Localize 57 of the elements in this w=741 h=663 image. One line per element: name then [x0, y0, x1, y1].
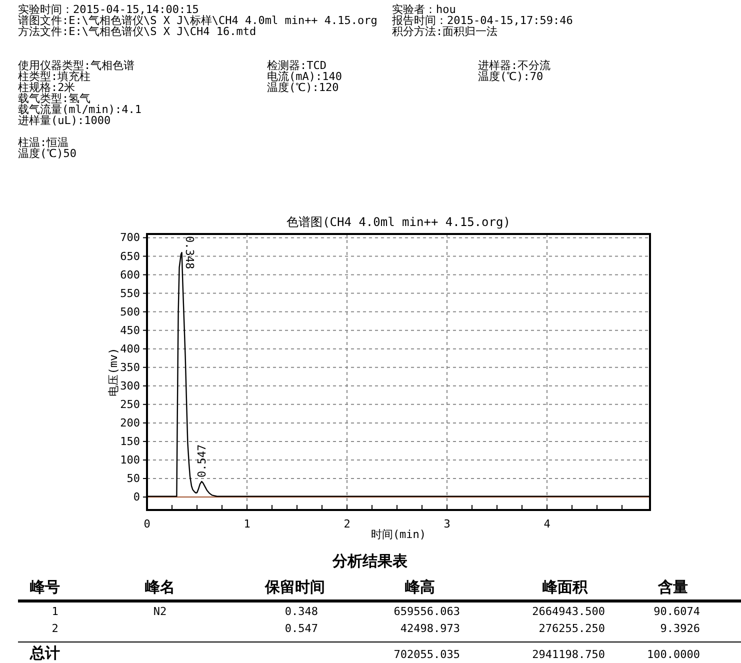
y-tick-label: 600: [120, 268, 140, 282]
y-tick-label: 50: [126, 472, 140, 486]
chart-title: 色谱图(CH4 4.0ml min++ 4.15.org): [286, 215, 510, 229]
y-tick-label: 500: [120, 305, 140, 318]
annotation: 0.348: [182, 236, 196, 270]
text: 方法文件:E:\气相色谱仪\S X J\CH4 16.mtd: [18, 25, 256, 38]
text: 温度(℃):70: [478, 70, 544, 84]
text: 659556.063: [394, 605, 460, 618]
x-tick-label: 1: [244, 517, 250, 530]
text: 柱类型:填充柱: [18, 70, 91, 84]
y-tick-label: 250: [120, 398, 140, 411]
text: 峰号: [30, 578, 60, 596]
text: 含量: [657, 578, 688, 596]
text: 100.0000: [647, 648, 700, 661]
y-tick-label: 100: [120, 454, 140, 467]
text: 温度(℃):120: [267, 81, 339, 94]
x-tick-label: 4: [544, 517, 551, 530]
text: 保留时间: [264, 578, 325, 596]
y-tick-label: 300: [120, 379, 140, 392]
y-tick-label: 150: [120, 434, 140, 448]
y-tick-label: 400: [120, 342, 140, 356]
x-tick-label: 0: [144, 517, 150, 530]
y-tick-label: 550: [120, 286, 140, 300]
text: 9.3926: [660, 622, 700, 635]
text: 进样量(uL):1000: [18, 114, 111, 128]
y-tick-label: 0: [133, 490, 140, 504]
text: 2941198.750: [532, 648, 605, 661]
y-tick-label: 350: [120, 360, 140, 374]
text: 总计: [29, 644, 60, 662]
x-axis-title: 时间(min): [370, 528, 426, 541]
y-tick-label: 450: [120, 324, 140, 337]
y-tick-label: 650: [120, 250, 140, 263]
text: 峰面积: [542, 578, 588, 596]
x-tick-label: 3: [444, 517, 450, 530]
text: 0.547: [284, 622, 318, 635]
text: 载气流量(ml/min):4.1: [18, 103, 142, 116]
y-axis-title: 电压(mv): [107, 348, 120, 396]
text: 702055.035: [394, 648, 460, 661]
y-tick-label: 700: [120, 231, 140, 244]
text: 1: [52, 605, 58, 618]
x-tick-label: 2: [344, 517, 350, 530]
text: 温度(℃)50: [18, 147, 76, 160]
text: 分析结果表: [332, 552, 408, 570]
y-tick-label: 200: [120, 416, 140, 430]
text: 90.6074: [654, 605, 700, 618]
text: 2: [52, 622, 58, 635]
text: 积分方法:面积归一法: [392, 25, 498, 38]
text: 42498.973: [400, 622, 460, 635]
text: 0.348: [284, 605, 318, 618]
text: 276255.250: [538, 622, 605, 635]
text: 柱规格:2米: [18, 81, 76, 94]
text: 峰名: [145, 578, 175, 596]
text: 2664943.500: [532, 605, 605, 618]
text: 使用仪器类型:气相色谱: [18, 59, 135, 72]
text: N2: [153, 605, 167, 618]
text: 峰高: [405, 578, 435, 596]
annotation: 0.547: [196, 444, 209, 478]
